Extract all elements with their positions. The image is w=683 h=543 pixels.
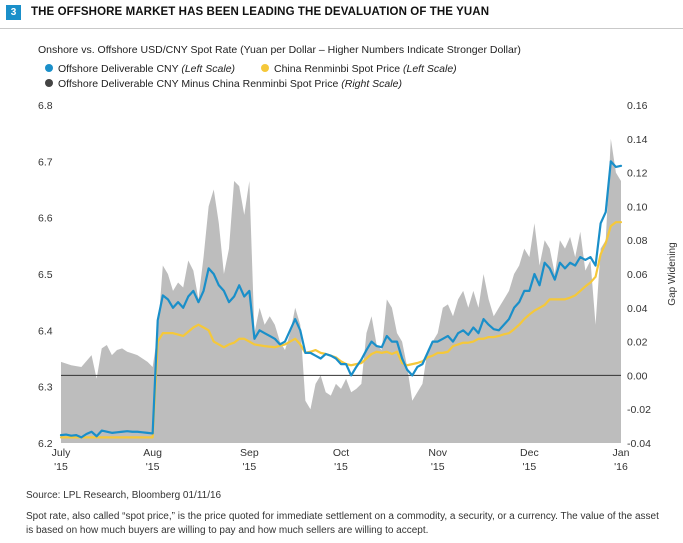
legend-item-spread: Offshore Deliverable CNY Minus China Ren…: [45, 78, 402, 90]
right-tick-label: 0.14: [627, 134, 648, 146]
legend-dot-offshore: [45, 64, 53, 72]
left-tick-label: 6.8: [38, 100, 53, 112]
series-offshore-line: [59, 160, 623, 439]
x-tick-label: '15: [431, 461, 445, 473]
legend-scale-onshore: (Left Scale): [402, 63, 457, 75]
left-tick-label: 6.5: [38, 269, 53, 281]
legend-dot-onshore: [261, 64, 269, 72]
figure-number-badge: 3: [6, 5, 21, 20]
legend-scale-offshore: (Left Scale): [181, 63, 236, 75]
legend-label-spread: Offshore Deliverable CNY Minus China Ren…: [58, 78, 339, 90]
right-axis-label: Gap Widening: [667, 242, 678, 305]
series-spread-area: [61, 138, 621, 444]
right-tick-label: 0.08: [627, 235, 648, 247]
left-tick-label: 6.4: [38, 325, 53, 337]
left-tick-label: 6.2: [38, 438, 53, 450]
x-tick-label: '16: [614, 461, 628, 473]
left-tick-label: 6.6: [38, 213, 53, 225]
right-tick-label: 0.02: [627, 337, 648, 349]
header-divider: [0, 28, 683, 29]
x-tick-label: Sep: [240, 447, 259, 459]
x-tick-label: '15: [243, 461, 257, 473]
x-tick-label: '15: [523, 461, 537, 473]
figure-title: THE OFFSHORE MARKET HAS BEEN LEADING THE…: [31, 6, 490, 18]
right-tick-label: 0.10: [627, 201, 648, 213]
legend-dot-spread: [45, 79, 53, 87]
x-tick-label: '15: [54, 461, 68, 473]
x-tick-label: Aug: [143, 447, 162, 459]
right-tick-label: 0.06: [627, 269, 648, 281]
right-tick-label: 0.16: [627, 100, 648, 112]
x-tick-label: Oct: [333, 447, 349, 459]
chart-title: Onshore vs. Offshore USD/CNY Spot Rate (…: [38, 44, 521, 56]
legend-scale-spread: (Right Scale): [341, 78, 402, 90]
right-tick-label: -0.04: [627, 438, 651, 450]
right-tick-label: -0.02: [627, 404, 651, 416]
legend-item-offshore: Offshore Deliverable CNY (Left Scale): [45, 63, 235, 75]
right-tick-label: 0.04: [627, 303, 648, 315]
definition-note: Spot rate, also called “spot price,” is …: [26, 511, 659, 536]
left-tick-label: 6.7: [38, 156, 53, 168]
legend-item-onshore: China Renminbi Spot Price (Left Scale): [261, 63, 457, 75]
legend-label-onshore: China Renminbi Spot Price: [274, 63, 401, 75]
figure-header: 3 THE OFFSHORE MARKET HAS BEEN LEADING T…: [0, 0, 683, 26]
source-note: Source: LPL Research, Bloomberg 01/11/16: [26, 490, 222, 501]
x-tick-label: Nov: [428, 447, 447, 459]
x-tick-label: Jan: [613, 447, 630, 459]
right-tick-label: 0.00: [627, 370, 648, 382]
series-onshore-line: [59, 221, 623, 439]
right-tick-label: 0.12: [627, 168, 648, 180]
x-tick-label: '15: [334, 461, 348, 473]
legend-label-offshore: Offshore Deliverable CNY: [58, 63, 179, 75]
x-tick-label: July: [52, 447, 71, 459]
chart-svg: 6.8 6.7 6.6 6.5 6.4 6.3 6.2 0.16 0.14 0.12 0.10 0.0…: [38, 100, 678, 473]
left-tick-label: 6.3: [38, 382, 53, 394]
x-tick-label: Dec: [520, 447, 539, 459]
x-tick-label: '15: [146, 461, 160, 473]
